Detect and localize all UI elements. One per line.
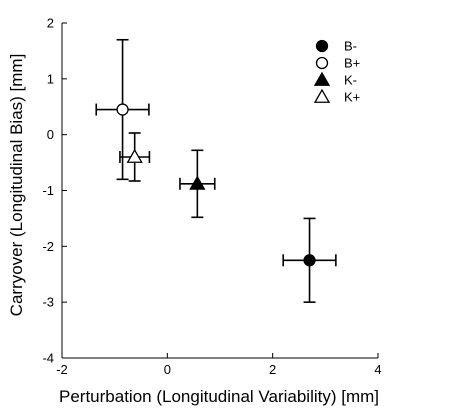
legend-label: B- xyxy=(344,39,357,54)
y-tick-label: -4 xyxy=(42,351,54,366)
legend-item: B+ xyxy=(315,56,360,71)
legend-item: K+ xyxy=(313,88,360,105)
legend-marker xyxy=(315,56,329,70)
x-axis-label: Perturbation (Longitudinal Variability) … xyxy=(59,387,379,406)
legend-marker xyxy=(313,88,331,103)
legend-item: B- xyxy=(315,39,357,54)
y-tick-label: 0 xyxy=(47,127,54,142)
data-point xyxy=(303,254,316,267)
point-group xyxy=(119,132,151,182)
legend: B- B+ K- K+ xyxy=(313,39,360,105)
x-tick-label: 2 xyxy=(269,362,276,377)
x-tick-label: 4 xyxy=(374,362,381,377)
ticks: -2 0 2 4 2 1 0 -1 -2 -3 -4 xyxy=(42,16,381,378)
data-point xyxy=(126,148,143,163)
legend-item: K- xyxy=(313,71,357,88)
x-tick-label: 0 xyxy=(164,362,171,377)
point-group xyxy=(95,38,150,181)
point-group xyxy=(179,149,216,219)
data-point xyxy=(189,175,206,190)
y-axis-label: Carryover (Longitudinal Bias) [mm] xyxy=(7,54,26,317)
legend-marker xyxy=(313,71,331,86)
legend-label: K+ xyxy=(344,90,360,105)
y-tick-label: 2 xyxy=(47,16,54,31)
y-tick-label: -2 xyxy=(42,239,54,254)
y-tick-label: -1 xyxy=(42,183,54,198)
legend-marker xyxy=(315,39,329,53)
data-points xyxy=(95,38,337,303)
axes xyxy=(61,23,378,359)
data-point xyxy=(116,103,129,116)
point-group xyxy=(282,217,337,303)
x-tick-label: -2 xyxy=(56,362,68,377)
y-tick-label: -3 xyxy=(42,295,54,310)
legend-label: B+ xyxy=(344,56,360,71)
y-tick-label: 1 xyxy=(47,71,54,86)
legend-label: K- xyxy=(344,73,357,88)
